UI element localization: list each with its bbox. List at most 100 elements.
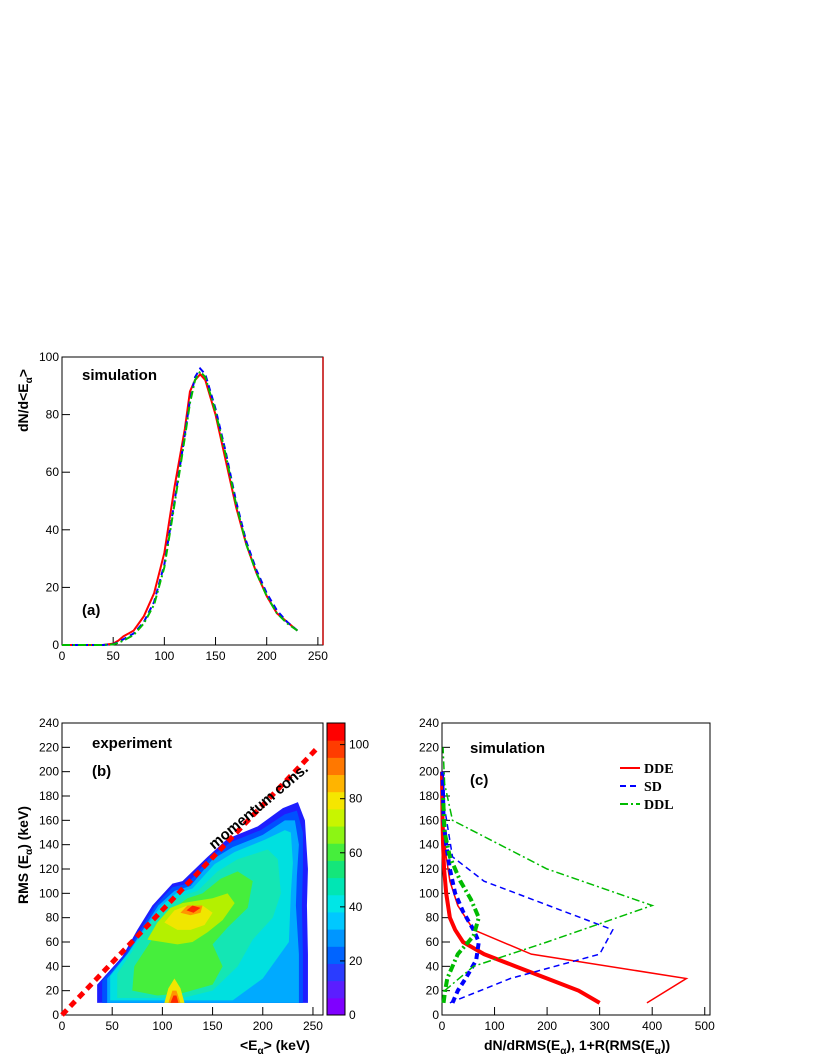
y-tick-label: 60: [46, 935, 60, 949]
colorbar-segment: [327, 774, 345, 793]
colorbar-segment: [327, 860, 345, 879]
y-tick-label: 0: [52, 638, 59, 652]
series-line-DDL-thin: [442, 747, 655, 992]
x-tick-label: 250: [303, 1019, 323, 1033]
panel-b-ylabel: RMS (Eα) (keV): [15, 806, 35, 904]
colorbar-segment: [327, 826, 345, 844]
panel-c-series: [440, 747, 689, 1005]
panel-b-contours: [97, 802, 308, 1003]
colorbar-segment: [327, 791, 345, 810]
x-tick-label: 200: [253, 1019, 273, 1033]
colorbar-tick-label: 60: [349, 846, 363, 860]
y-tick-label: 120: [39, 862, 59, 876]
y-tick-label: 160: [419, 813, 439, 827]
colorbar-segment: [327, 929, 345, 947]
panel-b-annotation-experiment: experiment: [92, 735, 172, 752]
x-tick-label: 150: [203, 1019, 223, 1033]
colorbar-tick-label: 20: [349, 954, 363, 968]
colorbar-segment: [327, 997, 345, 1016]
y-tick-label: 200: [39, 765, 59, 779]
y-tick-label: 120: [419, 862, 439, 876]
series-line-dashdot-green: [62, 369, 298, 646]
x-tick-label: 0: [59, 1019, 66, 1033]
colorbar-segment: [327, 843, 345, 861]
y-tick-label: 200: [419, 765, 439, 779]
x-tick-label: 50: [106, 1019, 120, 1033]
x-tick-label: 0: [439, 1019, 446, 1033]
colorbar: 0 20 40 60 80 100: [326, 722, 369, 1022]
colorbar-segment: [327, 808, 345, 827]
panel-a-series: [62, 366, 299, 646]
panel-a-annotation-simulation: simulation: [82, 367, 157, 384]
colorbar-segment: [327, 946, 345, 964]
y-tick-label: 80: [426, 911, 440, 925]
panel-a-axes: 0 50 100 150 200 250 0 20 40 60 80 100: [39, 350, 328, 663]
y-tick-label: 240: [419, 716, 439, 730]
colorbar-frame: [326, 722, 346, 1016]
legend-label-DDE: DDE: [644, 762, 674, 777]
x-tick-label: 500: [695, 1019, 715, 1033]
y-tick-label: 140: [419, 838, 439, 852]
y-tick-label: 240: [39, 716, 59, 730]
contour-red2: [170, 995, 179, 1003]
panel-b-heatmap: 0 50 100 150 200 2500204060801001201401601802…: [15, 716, 369, 1057]
x-tick-label: 0: [59, 649, 66, 663]
colorbar-segment: [327, 963, 345, 982]
panel-c-xlabel: dN/dRMS(Eα), 1+R(RMS(Eα)): [484, 1037, 670, 1057]
x-tick-label: 200: [537, 1019, 557, 1033]
colorbar-segment: [327, 757, 345, 776]
y-tick-label: 220: [39, 740, 59, 754]
x-tick-label: 50: [106, 649, 120, 663]
momentum-line: [60, 745, 320, 1017]
panel-b-annotation-label: (b): [92, 763, 111, 780]
colorbar-segment: [327, 723, 345, 741]
panel-c-annotation-simulation: simulation: [470, 740, 545, 757]
legend-label-DDL: DDL: [644, 798, 674, 813]
colorbar-segment: [327, 877, 345, 896]
legend-label-SD: SD: [644, 780, 662, 795]
y-tick-label: 40: [426, 959, 440, 973]
colorbar-segment: [327, 980, 345, 999]
y-tick-label-zero: 0: [432, 1008, 439, 1022]
y-tick-label: 60: [426, 935, 440, 949]
y-tick-label: 20: [46, 984, 60, 998]
panel-a-annotation-label: (a): [82, 602, 100, 619]
x-tick-label: 100: [485, 1019, 505, 1033]
colorbar-segment: [327, 894, 345, 913]
x-tick-label: 100: [154, 649, 174, 663]
colorbar-tick-label: 40: [349, 900, 363, 914]
x-tick-label: 150: [206, 649, 226, 663]
y-tick-label: 0: [52, 1008, 59, 1022]
x-tick-label: 250: [308, 649, 328, 663]
momentum-conservation-line: [60, 745, 320, 1017]
y-tick-label: 40: [46, 523, 60, 537]
y-tick-label: 40: [46, 959, 60, 973]
y-tick-label: 80: [46, 408, 60, 422]
y-tick-label: 100: [419, 886, 439, 900]
colorbar-tick-label: 100: [349, 738, 369, 752]
y-tick-label: 160: [39, 813, 59, 827]
series-line-DDL-thick: [441, 795, 481, 1004]
panel-a-energy-distribution: 0 50 100 150 200 250 0 20 40 60 80 100 simulation (…: [15, 350, 328, 663]
y-tick-label: 80: [46, 911, 60, 925]
panel-c-axes: 0 100 200 300 400 500 20 40 60 80 100 120 140 160 180 2…: [419, 716, 715, 1033]
y-tick-label: 20: [46, 580, 60, 594]
x-tick-label: 400: [642, 1019, 662, 1033]
colorbar-tick-label: 0: [349, 1008, 356, 1022]
panel-b-xlabel: <Eα> (keV): [240, 1037, 310, 1057]
x-tick-label: 200: [257, 649, 277, 663]
series-line-DDE-thin: [442, 808, 689, 1004]
series-line-SD-thin: [442, 771, 614, 1004]
panel-a-frame: [61, 356, 324, 646]
contour-red: [186, 905, 201, 913]
y-tick-label: 180: [39, 789, 59, 803]
y-tick-label: 140: [39, 838, 59, 852]
series-line-SD-thick: [440, 771, 481, 1004]
y-tick-label: 180: [419, 789, 439, 803]
y-tick-label: 220: [419, 740, 439, 754]
panel-c-annotation-label: (c): [470, 772, 488, 789]
series-line-DDE-thick: [440, 771, 601, 1005]
x-tick-label: 300: [590, 1019, 610, 1033]
colorbar-segment: [327, 911, 345, 930]
